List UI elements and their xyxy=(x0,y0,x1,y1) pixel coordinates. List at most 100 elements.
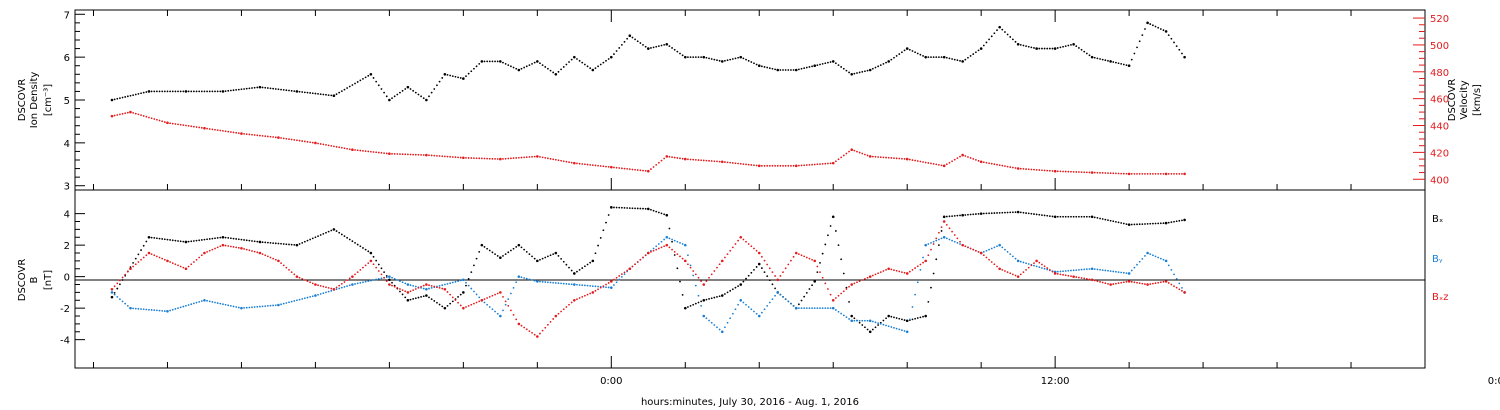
trace-dot xyxy=(335,286,338,289)
trace-dot xyxy=(544,66,547,68)
trace-dot xyxy=(303,140,306,143)
trace-dot xyxy=(1125,172,1128,175)
trace-dot xyxy=(679,157,681,160)
trace-dot xyxy=(441,287,444,290)
trace-dot xyxy=(893,269,895,272)
trace-dot xyxy=(557,282,560,285)
trace-dot xyxy=(700,304,703,307)
trace-dot xyxy=(956,157,959,160)
trace-dot xyxy=(237,246,240,249)
trace-dot xyxy=(317,284,319,287)
trace-dot xyxy=(1130,269,1133,272)
data-point xyxy=(332,287,336,291)
trace-dot xyxy=(134,93,137,96)
trace-dot xyxy=(303,240,306,243)
trace-dot xyxy=(198,256,201,259)
data-point xyxy=(665,235,669,239)
trace-dot xyxy=(412,284,415,287)
trace-dot xyxy=(890,157,893,159)
trace-dot xyxy=(327,290,330,293)
trace-dot xyxy=(805,256,808,259)
trace-dot xyxy=(982,250,985,253)
trace-dot xyxy=(1112,283,1115,285)
trace-dot xyxy=(642,43,644,46)
trace-dot xyxy=(1178,288,1181,291)
trace-dot xyxy=(171,308,174,311)
trace-dot xyxy=(227,89,230,92)
trace-dot xyxy=(576,298,578,301)
trace-dot xyxy=(1101,172,1104,174)
trace-dot xyxy=(317,293,319,296)
trace-dot xyxy=(404,88,407,90)
trace-dot xyxy=(589,292,592,295)
legend-bx: Bₓ xyxy=(1432,214,1443,225)
trace-dot xyxy=(959,243,961,245)
trace-dot xyxy=(959,59,961,62)
trace-dot xyxy=(380,273,383,276)
trace-dot xyxy=(414,91,417,94)
trace-dot xyxy=(309,238,312,241)
trace-dot xyxy=(1167,264,1170,267)
data-point xyxy=(110,98,114,102)
data-point xyxy=(277,136,280,139)
trace-dot xyxy=(280,262,282,265)
trace-dot xyxy=(940,164,943,167)
trace-dot xyxy=(858,151,861,154)
trace-dot xyxy=(528,278,531,281)
data-point xyxy=(221,235,225,239)
trace-dot xyxy=(317,142,319,145)
trace-dot xyxy=(570,283,573,286)
trace-dot xyxy=(679,241,681,244)
data-point xyxy=(203,298,206,302)
trace-dot xyxy=(1041,214,1043,216)
trace-dot xyxy=(1027,212,1030,215)
trace-dot xyxy=(274,136,277,139)
trace-dot xyxy=(153,118,156,120)
trace-dot xyxy=(922,161,924,163)
trace-dot xyxy=(1157,172,1160,175)
trace-dot xyxy=(1001,246,1004,249)
trace-dot xyxy=(969,55,972,57)
trace-dot xyxy=(858,321,861,324)
trace-dot xyxy=(618,206,621,209)
data-point xyxy=(443,72,447,76)
data-point xyxy=(369,251,373,255)
trace-dot xyxy=(655,210,658,213)
trace-dot xyxy=(206,90,208,93)
trace-dot xyxy=(948,238,951,241)
data-point xyxy=(831,161,835,165)
data-point xyxy=(1146,283,1149,286)
data-point xyxy=(425,153,428,157)
trace-dot xyxy=(787,69,790,71)
trace-dot xyxy=(174,90,177,93)
trace-dot xyxy=(515,157,518,159)
trace-dot xyxy=(834,309,837,311)
data-point xyxy=(665,155,669,158)
trace-dot xyxy=(155,237,158,240)
data-point xyxy=(887,267,890,271)
data-point xyxy=(739,298,743,302)
trace-dot xyxy=(428,284,430,287)
trace-dot xyxy=(253,240,256,243)
trace-dot xyxy=(602,285,605,287)
trace-dot xyxy=(539,155,541,158)
trace-dot xyxy=(824,307,827,310)
trace-dot xyxy=(132,307,135,310)
trace-dot xyxy=(618,167,621,169)
data-point xyxy=(1072,275,1075,278)
trace-dot xyxy=(362,247,364,249)
data-point xyxy=(369,72,373,76)
trace-dot xyxy=(436,154,438,157)
trace-dot xyxy=(224,236,227,239)
trace-dot xyxy=(280,137,282,139)
data-point xyxy=(517,68,521,72)
trace-dot xyxy=(655,163,658,166)
trace-dot xyxy=(1170,172,1173,175)
trace-dot xyxy=(731,246,734,249)
trace-dot xyxy=(628,207,631,210)
trace-dot xyxy=(1064,170,1067,173)
data-point xyxy=(757,262,761,266)
trace-dot xyxy=(208,249,211,252)
trace-dot xyxy=(977,212,980,215)
trace-dot xyxy=(657,161,660,164)
